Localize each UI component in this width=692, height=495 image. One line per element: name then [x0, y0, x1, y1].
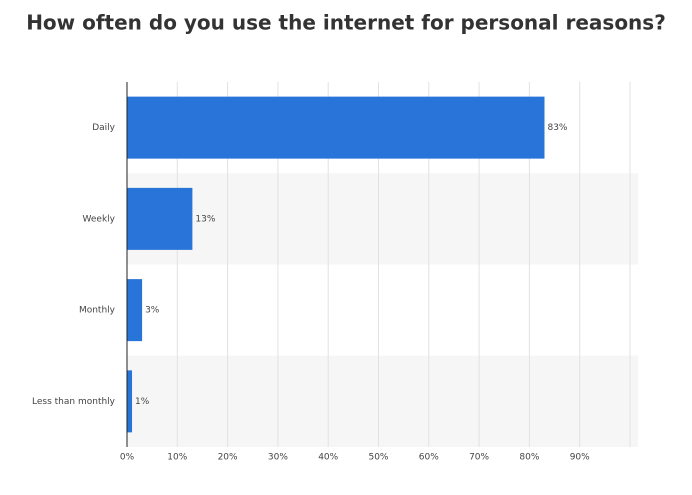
row-shade	[127, 173, 638, 265]
y-tick-label: Daily	[92, 123, 115, 133]
bar	[127, 279, 143, 342]
bar	[127, 187, 193, 250]
x-tick-label: 90%	[570, 453, 590, 463]
value-label: 13%	[195, 214, 215, 224]
x-tick-label: 0%	[120, 453, 135, 463]
x-tick-label: 50%	[368, 453, 388, 463]
bar	[127, 96, 545, 159]
y-tick-label: Weekly	[83, 214, 116, 224]
x-tick-label: 10%	[167, 453, 187, 463]
value-label: 83%	[547, 123, 567, 133]
y-tick-label: Less than monthly	[32, 397, 116, 407]
y-tick-label: Monthly	[79, 306, 116, 316]
row-shade	[127, 355, 638, 447]
x-tick-label: 80%	[519, 453, 539, 463]
x-tick-label: 70%	[469, 453, 489, 463]
x-tick-label: 30%	[268, 453, 288, 463]
x-tick-label: 60%	[419, 453, 439, 463]
bar	[127, 370, 133, 433]
value-label: 3%	[145, 306, 160, 316]
x-tick-label: 40%	[318, 453, 338, 463]
x-tick-label: 20%	[218, 453, 238, 463]
chart-title: How often do you use the internet for pe…	[26, 11, 666, 35]
value-label: 1%	[135, 397, 150, 407]
